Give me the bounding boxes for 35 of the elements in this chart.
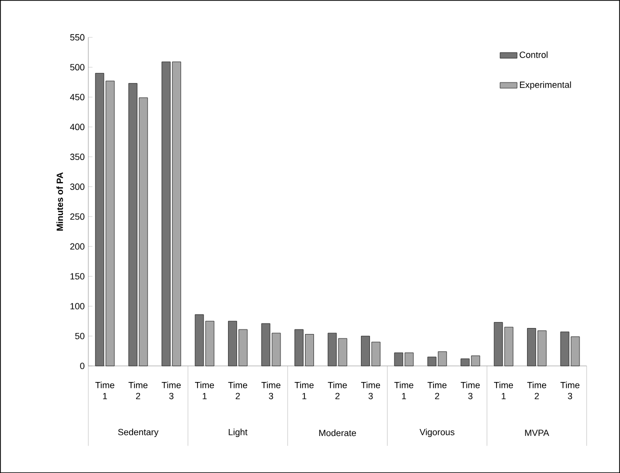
x-tick-label: Time 1 <box>95 382 114 400</box>
y-tick-label: 150 <box>70 273 84 280</box>
text: Vigorous <box>420 428 454 437</box>
y-tick-label: 50 <box>75 332 84 340</box>
x-tick-label: Time 3 <box>361 382 380 400</box>
x-tick-label: Time 1 <box>194 382 214 400</box>
y-tick-label: 250 <box>70 213 84 220</box>
y-tick-label: 350 <box>70 154 84 160</box>
y-tick-label: 550 <box>70 34 84 40</box>
y-tick-label: 450 <box>70 94 84 100</box>
y-tick-label: 300 <box>70 183 84 190</box>
text: MVPA <box>525 430 550 436</box>
y-axis-title: Minutes of PA <box>56 172 64 230</box>
text: Light <box>228 428 248 437</box>
x-tick-label: Time 3 <box>162 382 181 400</box>
x-tick-label: Time 2 <box>527 382 546 400</box>
y-tick-label: 500 <box>70 64 84 70</box>
x-tick-label: Time 1 <box>294 382 314 400</box>
text: Moderate <box>319 429 356 436</box>
y-tick-label: 400 <box>70 124 84 130</box>
x-tick-label: Time 1 <box>394 382 414 400</box>
x-tick-label: Time 3 <box>460 382 480 400</box>
text: Sedentary <box>118 428 159 437</box>
y-tick-label: 0 <box>80 362 84 370</box>
y-tick-label: 200 <box>70 243 84 250</box>
x-tick-label: Time 3 <box>560 382 580 400</box>
legend-label: Control <box>520 51 548 58</box>
legend-label: Experimental <box>520 81 571 90</box>
y-tick-label: 100 <box>70 302 84 310</box>
x-tick-label: Time 1 <box>494 382 513 400</box>
x-tick-label: Time 2 <box>328 382 347 400</box>
x-tick-label: Time 2 <box>428 382 447 400</box>
x-tick-label: Time 2 <box>228 382 248 400</box>
x-tick-label: Time 3 <box>261 382 280 400</box>
x-tick-label: Time 2 <box>128 382 148 400</box>
